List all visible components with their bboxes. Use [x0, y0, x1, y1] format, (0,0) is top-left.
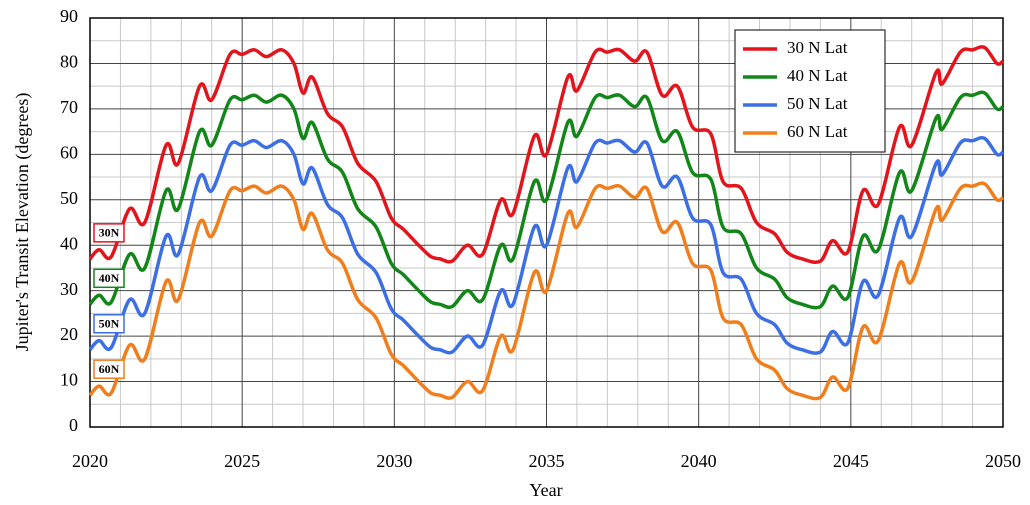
line — [88, 135, 1005, 355]
x-tick-label: 2045 — [833, 451, 869, 471]
y-tick-label: 80 — [60, 52, 78, 72]
x-tick-label: 2020 — [72, 451, 108, 471]
x-tick-label: 2050 — [985, 451, 1021, 471]
y-tick-label: 0 — [69, 415, 78, 435]
x-tick-label: 2025 — [224, 451, 260, 471]
y-tick-label: 10 — [60, 370, 78, 390]
line — [88, 90, 1005, 310]
y-tick-label: 60 — [60, 142, 78, 162]
x-tick-label: 2030 — [376, 451, 412, 471]
series-tag: 40N — [99, 271, 120, 285]
series-tag: 50N — [99, 316, 120, 330]
line — [88, 45, 1005, 265]
legend-label: 60 N Lat — [787, 122, 848, 141]
series-tag-box — [93, 268, 125, 289]
series-tag: 60N — [99, 362, 120, 376]
y-tick-label: 30 — [60, 279, 78, 299]
plot-border — [89, 17, 1004, 428]
series-tag-box — [93, 359, 125, 379]
legend-label: 30 N Lat — [787, 38, 848, 57]
y-tick-label: 70 — [60, 97, 78, 117]
x-tick-label: 2040 — [681, 451, 717, 471]
y-axis-label: Jupiter's Transit Elevation (degrees) — [12, 93, 33, 352]
y-tick-label: 50 — [60, 188, 78, 208]
y-tick-label: 20 — [60, 324, 78, 344]
series-tag-box — [93, 223, 125, 243]
line — [88, 181, 1005, 401]
series-tag: 30N — [99, 226, 120, 240]
x-axis-label: Year — [529, 480, 562, 500]
legend-label: 40 N Lat — [787, 66, 848, 85]
y-tick-label: 90 — [60, 6, 78, 26]
x-tick-label: 2035 — [529, 451, 565, 471]
y-tick-label: 40 — [60, 233, 78, 253]
legend-label: 50 N Lat — [787, 94, 848, 113]
series-tag-box — [93, 313, 125, 334]
